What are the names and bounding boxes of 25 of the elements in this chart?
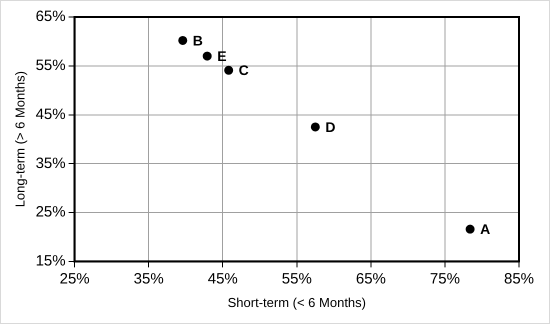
x-tick-label: 45% — [208, 270, 238, 288]
point — [178, 36, 188, 45]
x-axis-title: Short-term (< 6 Months) — [228, 294, 366, 310]
y-axis-title: Long-term (> 6 Months) — [12, 71, 28, 208]
point — [202, 52, 212, 61]
y-tick-label: 45% — [36, 106, 66, 123]
annotation: E — [217, 48, 227, 64]
annotation: D — [325, 118, 336, 135]
x-tick-label: 55% — [282, 270, 312, 288]
annotation: B — [192, 32, 203, 48]
y-tick-label: 25% — [36, 204, 66, 221]
x-tick-label: 75% — [430, 270, 460, 288]
y-tick-label: 15% — [36, 252, 66, 270]
y-tick-label: 35% — [36, 154, 66, 172]
x-tick-label: 35% — [134, 270, 164, 288]
annotation: A — [480, 221, 490, 237]
x-tick-label: 25% — [60, 270, 90, 288]
point — [224, 66, 234, 75]
annotation: C — [238, 62, 249, 78]
y-tick-label: 65% — [36, 8, 66, 26]
x-tick-label: 65% — [356, 270, 386, 288]
y-tick-label: 55% — [36, 57, 66, 74]
x-tick-label: 85% — [504, 270, 534, 288]
point — [310, 122, 320, 132]
point — [466, 224, 475, 234]
